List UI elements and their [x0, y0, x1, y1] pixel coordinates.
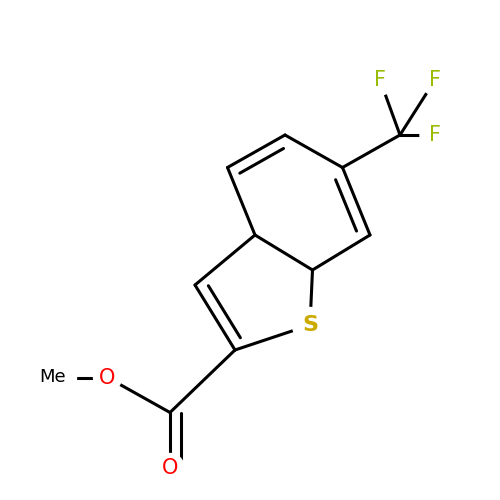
Circle shape: [38, 358, 76, 397]
Text: S: S: [302, 315, 318, 335]
Text: F: F: [429, 70, 441, 90]
Text: O: O: [162, 458, 178, 477]
Circle shape: [156, 454, 184, 481]
Text: F: F: [374, 70, 386, 90]
Text: Me: Me: [39, 368, 66, 386]
Circle shape: [94, 364, 122, 392]
Circle shape: [292, 308, 328, 342]
Circle shape: [420, 120, 450, 150]
Circle shape: [420, 65, 450, 95]
Text: F: F: [429, 125, 441, 145]
Text: O: O: [100, 368, 116, 388]
Circle shape: [365, 65, 395, 95]
